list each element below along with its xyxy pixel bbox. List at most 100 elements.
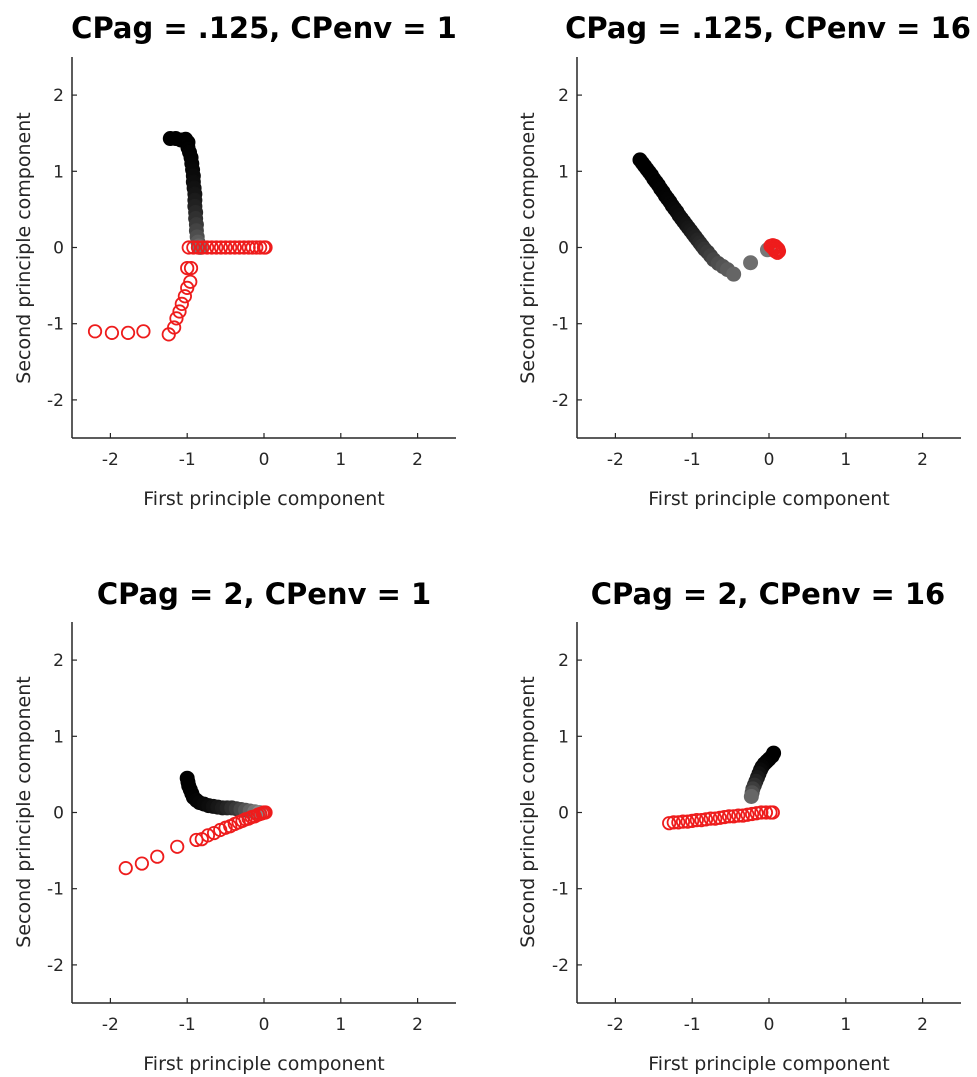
x-axis-label: First principle component [143,488,385,510]
y-tick-label: 0 [558,804,569,824]
y-axis-label: Second principle component [517,112,539,383]
y-tick-label: -2 [47,956,64,976]
y-tick-label: -2 [47,391,64,411]
data-point [170,839,185,854]
data-point [698,812,714,827]
data-point [136,324,151,339]
data-point [258,240,273,255]
y-tick-label: 0 [53,239,64,259]
data-point [749,806,764,821]
data-point [183,260,199,276]
data-point [771,243,786,258]
data-point [186,240,201,255]
y-axis-label: Second principle component [517,676,539,947]
plot-area: -2 -1 0 1 2 -2 -1 0 1 2 [552,622,961,1035]
data-point [694,813,709,828]
data-point [104,325,120,340]
x-tick-label: 0 [764,1015,775,1035]
y-tick-label: -1 [552,315,569,335]
x-axis-label: First principle component [143,1053,385,1075]
data-point [767,240,782,255]
data-point [712,810,727,825]
data-point [249,240,264,255]
data-point [740,807,755,822]
x-tick-label: -1 [684,1015,701,1035]
x-tick-label: -1 [684,450,701,470]
data-point [666,815,681,830]
x-tick-label: -1 [179,450,196,470]
data-point [708,811,723,826]
x-tick-label: -1 [179,1015,196,1035]
y-tick-label: -1 [552,880,569,900]
panel-title: CPag = 2, CPenv = 16 [591,577,945,611]
data-point [200,240,215,255]
data-point [745,806,760,822]
data-point [181,240,196,255]
panel-2: CPag = .125, CPenv = 16 -2 -1 0 1 2 -2 -1 0 1 2 F… [517,11,971,510]
y-tick-label: 1 [558,162,569,182]
data-point [169,311,184,326]
x-axis-label: First principle component [648,1053,890,1075]
y-tick-label: 2 [558,651,569,671]
y-tick-label: 0 [558,239,569,259]
y-tick-label: -1 [47,880,64,900]
x-tick-label: -2 [102,450,119,470]
data-point [258,805,273,820]
data-point [177,289,192,304]
x-tick-label: 1 [840,450,851,470]
y-axis-label: Second principle component [13,676,35,947]
data-point [150,849,165,864]
panel-4: CPag = 2, CPenv = 16 -2 -1 0 1 2 -2 -1 0 1 2 Firs… [517,577,961,1075]
data-point [180,260,195,276]
data-point [218,240,233,255]
data-point [703,811,718,826]
x-tick-label: 1 [335,1015,346,1035]
y-axis-label: Second principle component [13,112,35,383]
panel-title: CPag = 2, CPenv = 1 [97,577,431,611]
y-tick-label: 1 [53,727,64,747]
data-point [172,304,187,319]
data-point [183,274,198,289]
data-point [190,240,206,255]
data-point [209,240,224,255]
panel-3: CPag = 2, CPenv = 1 -2 -1 0 1 2 -2 -1 0 1 2 First… [13,577,456,1075]
data-point [689,813,704,828]
x-tick-label: 2 [917,450,928,470]
data-point [118,861,133,876]
data-point [167,320,182,335]
data-point [735,808,750,823]
x-tick-label: -2 [607,1015,624,1035]
data-point [726,266,742,282]
data-point [680,814,695,829]
x-tick-label: 1 [840,1015,851,1035]
x-tick-label: -2 [102,1015,119,1035]
data-point [717,809,732,825]
data-point [662,816,677,831]
x-tick-label: -2 [607,450,624,470]
panel-title: CPag = .125, CPenv = 16 [565,11,971,45]
data-point [671,815,686,830]
data-point [765,805,780,820]
data-point [223,240,238,255]
data-point [743,788,759,804]
y-tick-label: 1 [53,162,64,182]
x-tick-label: 0 [259,1015,270,1035]
y-tick-label: 2 [558,86,569,106]
data-point [721,809,737,824]
y-tick-label: 2 [53,86,64,106]
data-point [685,813,700,828]
data-point [213,240,229,255]
data-point [675,814,691,829]
y-tick-label: -2 [552,391,569,411]
data-point [227,240,242,255]
data-point [134,856,149,871]
data-point [731,808,746,823]
data-point [200,828,216,843]
data-point [120,325,136,340]
x-tick-label: 0 [764,450,775,470]
x-tick-label: 1 [335,450,346,470]
panel-1: CPag = .125, CPenv = 1 -2 -1 0 1 2 -2 -1 0 1 2 Fi… [13,11,457,510]
x-tick-label: 0 [259,450,270,470]
y-tick-label: 0 [53,804,64,824]
data-point [726,809,741,824]
